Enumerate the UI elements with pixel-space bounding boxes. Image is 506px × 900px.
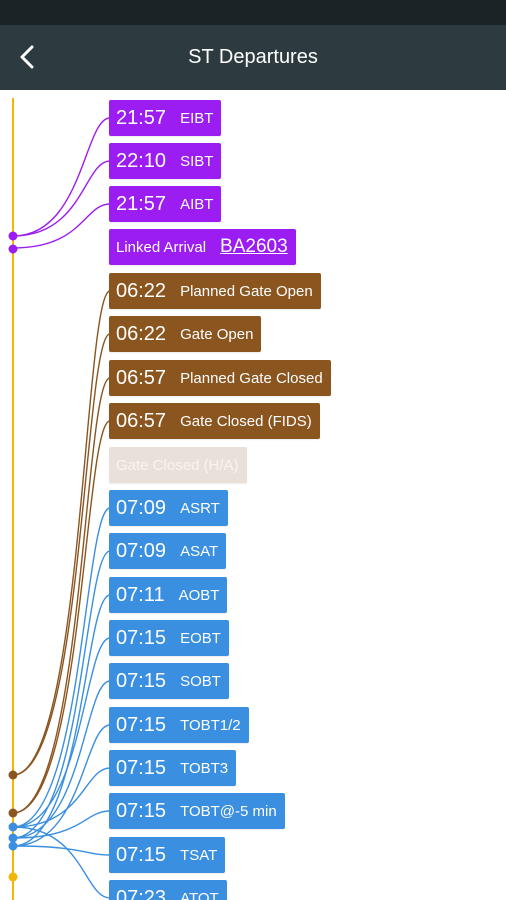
gate-connector	[12, 290, 111, 776]
event-chip-asat[interactable]: 07:09 ASAT	[109, 533, 227, 569]
event-chip-atot[interactable]: 07:23 ATOT	[109, 880, 227, 900]
event-chip-tobt3[interactable]: 07:15 TOBT3	[109, 750, 237, 786]
event-label: Planned Gate Closed	[180, 369, 323, 387]
event-label: Gate Closed (FIDS)	[180, 412, 312, 430]
event-label: ATOT	[180, 889, 219, 900]
departure-connector	[12, 680, 111, 839]
event-chip-eibt[interactable]: 21:57 EIBT	[109, 100, 222, 136]
event-label: ASAT	[180, 542, 219, 560]
event-chip-aibt[interactable]: 21:57 AIBT	[109, 186, 222, 222]
arrival-connector	[12, 117, 111, 237]
arrival-connector	[12, 203, 111, 249]
event-label: AIBT	[180, 195, 214, 213]
event-time: 07:15	[116, 713, 167, 736]
gate-connector	[12, 333, 111, 776]
event-chip-planned-gate-closed[interactable]: 06:57 Planned Gate Closed	[109, 360, 331, 396]
gate-connector	[12, 377, 111, 814]
event-label: EIBT	[180, 109, 214, 127]
event-label: Planned Gate Open	[180, 282, 313, 300]
linked-arrival-flight-link[interactable]: BA2603	[220, 236, 288, 257]
linked-arrival-label: Linked Arrival	[116, 238, 207, 256]
departure-connector	[12, 767, 111, 828]
timeline-connectors	[8, 98, 111, 900]
event-chip-sibt[interactable]: 22:10 SIBT	[109, 143, 222, 179]
event-time: 07:15	[116, 626, 167, 649]
event-time: 07:09	[116, 496, 167, 519]
event-time: 06:22	[116, 322, 167, 345]
event-label: TSAT	[180, 846, 218, 864]
departure-connector	[12, 594, 111, 847]
axis-node	[8, 872, 18, 882]
event-chip-tsat[interactable]: 07:15 TSAT	[109, 837, 226, 873]
event-label: TOBT3	[180, 759, 229, 777]
event-time: 21:57	[116, 106, 167, 129]
departure-connector	[12, 724, 111, 847]
event-chip-sobt[interactable]: 07:15 SOBT	[109, 663, 229, 699]
departure-node	[8, 833, 18, 843]
gate-node	[8, 808, 18, 818]
event-timeline: 21:57 EIBT 22:10 SIBT 21:57 AIBT Linked …	[0, 90, 506, 900]
event-label: Gate Closed (H/A)	[116, 456, 239, 474]
departure-connector	[12, 845, 111, 856]
gate-node	[8, 770, 18, 780]
event-time: 07:15	[116, 669, 167, 692]
event-time: 07:11	[116, 583, 165, 606]
event-label: TOBT1/2	[180, 716, 241, 734]
event-time: 06:57	[116, 366, 167, 389]
event-chip-gate-closed-ha: Gate Closed (H/A)	[109, 447, 247, 483]
event-time: 07:23	[116, 886, 167, 900]
event-time: 07:15	[116, 799, 167, 822]
event-chip-asrt[interactable]: 07:09 ASRT	[109, 490, 228, 526]
status-bar	[0, 0, 506, 25]
departure-connector	[12, 637, 111, 828]
event-chip-tobt1-2[interactable]: 07:15 TOBT1/2	[109, 707, 249, 743]
event-time: 22:10	[116, 149, 167, 172]
gate-connector	[12, 420, 111, 814]
linked-arrival-chip: Linked Arrival BA2603	[109, 229, 296, 265]
back-button[interactable]	[8, 37, 48, 77]
departure-connector	[12, 826, 111, 899]
event-chip-gate-open[interactable]: 06:22 Gate Open	[109, 316, 262, 352]
event-label: Gate Open	[180, 325, 254, 343]
event-time: 07:15	[116, 756, 167, 779]
arrival-node	[8, 244, 18, 254]
departure-connector	[12, 550, 111, 839]
event-time: 07:15	[116, 843, 167, 866]
departure-connector	[12, 507, 111, 828]
event-label: ASRT	[180, 499, 220, 517]
event-label: SIBT	[180, 152, 214, 170]
event-time: 06:22	[116, 279, 167, 302]
event-label: AOBT	[178, 586, 220, 604]
event-label: TOBT@-5 min	[180, 802, 277, 820]
event-chip-eobt[interactable]: 07:15 EOBT	[109, 620, 229, 656]
event-chip-aobt[interactable]: 07:11 AOBT	[109, 577, 228, 613]
arrival-connector	[12, 160, 111, 237]
event-label: EOBT	[180, 629, 221, 647]
event-time: 21:57	[116, 192, 167, 215]
event-chip-planned-gate-open[interactable]: 06:22 Planned Gate Open	[109, 273, 321, 309]
app-bar: ST Departures	[0, 25, 506, 90]
departure-connector	[12, 810, 111, 839]
departure-node	[8, 841, 18, 851]
event-time: 06:57	[116, 409, 167, 432]
page-title: ST Departures	[188, 46, 318, 68]
event-chip-gate-closed-fids[interactable]: 06:57 Gate Closed (FIDS)	[109, 403, 320, 439]
event-time: 07:09	[116, 539, 167, 562]
event-chip-tobt-minus-5[interactable]: 07:15 TOBT@-5 min	[109, 793, 285, 829]
back-arrow-icon	[20, 45, 34, 69]
arrival-node	[8, 231, 18, 241]
event-label: SOBT	[180, 672, 221, 690]
departure-node	[8, 822, 18, 832]
